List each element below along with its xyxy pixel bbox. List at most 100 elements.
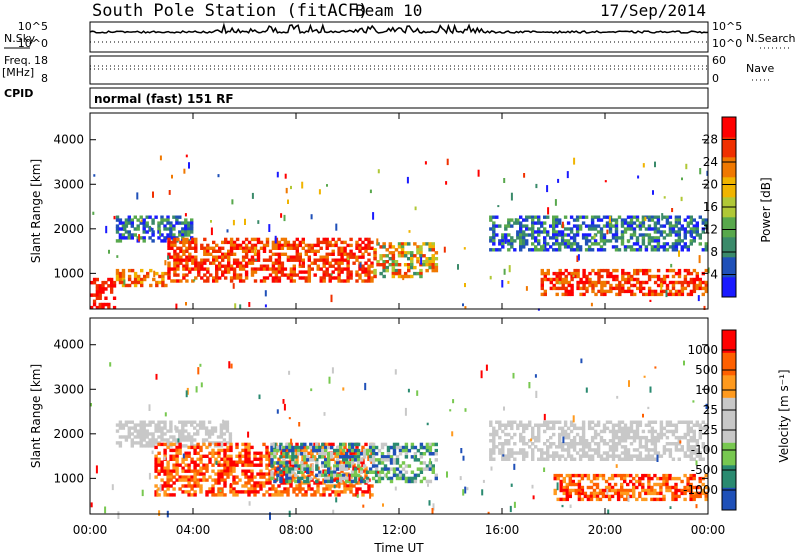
data-cell xyxy=(569,227,574,231)
data-cell xyxy=(178,487,182,491)
data-cell xyxy=(593,429,598,434)
data-cell xyxy=(169,426,173,430)
data-cell xyxy=(303,467,307,471)
data-cell xyxy=(349,484,353,488)
data-cell xyxy=(492,230,496,234)
data-cell xyxy=(187,463,191,467)
data-cell xyxy=(184,484,188,488)
data-cell xyxy=(274,279,279,283)
data-cell xyxy=(671,248,676,252)
data-cell xyxy=(704,448,708,452)
data-cell xyxy=(516,451,520,455)
y-tick-label: 4000 xyxy=(53,133,84,147)
data-cell xyxy=(431,442,435,447)
data-cell xyxy=(220,469,224,473)
data-cell xyxy=(379,245,383,249)
data-cell xyxy=(543,248,547,252)
data-cell xyxy=(304,448,308,453)
data-cell xyxy=(553,476,557,481)
data-cell xyxy=(489,423,493,427)
data-cell xyxy=(190,224,194,228)
data-cell xyxy=(218,246,222,250)
data-cell xyxy=(537,435,541,440)
scatter-cell xyxy=(443,246,446,253)
data-cell xyxy=(244,463,248,467)
data-cell xyxy=(352,451,356,455)
data-cell xyxy=(689,280,694,285)
data-cell xyxy=(334,493,338,497)
data-cell xyxy=(373,271,377,276)
data-cell xyxy=(349,451,353,455)
data-cell xyxy=(400,242,405,246)
data-cell xyxy=(701,442,705,446)
data-cell xyxy=(504,439,508,443)
data-cell xyxy=(163,448,167,453)
data-cell xyxy=(328,243,332,248)
data-cell xyxy=(286,487,290,491)
data-cell xyxy=(638,476,642,481)
data-cell xyxy=(612,286,616,291)
data-cell xyxy=(546,230,550,234)
data-cell xyxy=(580,488,585,493)
data-cell xyxy=(300,461,304,465)
data-cell xyxy=(292,273,296,277)
data-cell xyxy=(492,429,496,434)
data-cell xyxy=(425,442,430,447)
data-cell xyxy=(585,277,589,282)
data-cell xyxy=(504,224,508,228)
data-cell xyxy=(229,454,233,458)
data-cell xyxy=(596,242,601,246)
data-cell xyxy=(325,442,329,447)
data-cell xyxy=(364,273,368,277)
data-cell xyxy=(217,469,221,473)
data-cell xyxy=(587,442,592,446)
data-cell xyxy=(250,487,254,491)
data-cell xyxy=(695,283,699,288)
data-cell xyxy=(271,466,275,470)
data-cell xyxy=(220,475,224,479)
data-cell xyxy=(288,476,292,481)
data-cell xyxy=(641,457,646,461)
data-cell xyxy=(659,224,664,228)
data-cell xyxy=(677,218,681,222)
data-cell xyxy=(686,248,690,252)
data-cell xyxy=(543,236,547,240)
data-cell xyxy=(629,236,634,240)
data-cell xyxy=(139,420,143,424)
scatter-cell xyxy=(692,400,695,403)
data-cell xyxy=(531,227,535,231)
data-cell xyxy=(397,251,402,255)
data-cell xyxy=(595,491,600,496)
data-cell xyxy=(280,237,285,242)
data-cell xyxy=(325,255,329,259)
data-cell xyxy=(288,455,292,459)
data-cell xyxy=(276,473,280,478)
data-cell xyxy=(322,237,326,242)
data-cell xyxy=(327,479,331,484)
data-cell xyxy=(227,252,231,256)
data-cell xyxy=(115,215,120,219)
data-cell xyxy=(184,435,188,439)
data-cell xyxy=(630,274,634,279)
data-cell xyxy=(602,215,607,219)
data-cell xyxy=(674,423,679,427)
data-cell xyxy=(489,457,493,461)
data-cell xyxy=(184,469,188,473)
data-cell xyxy=(143,274,147,279)
data-cell xyxy=(597,274,601,279)
data-cell xyxy=(380,467,385,471)
data-cell xyxy=(343,249,347,253)
data-cell xyxy=(301,448,305,453)
data-cell xyxy=(163,490,167,494)
data-cell xyxy=(184,457,188,461)
data-cell xyxy=(546,268,550,273)
data-cell xyxy=(629,245,634,249)
data-cell xyxy=(307,451,311,455)
data-cell xyxy=(283,454,287,458)
data-cell xyxy=(241,249,246,253)
data-cell xyxy=(623,221,628,225)
scatter-cell xyxy=(394,486,397,491)
data-cell xyxy=(365,476,370,481)
data-cell xyxy=(534,239,538,243)
data-cell xyxy=(662,479,666,484)
